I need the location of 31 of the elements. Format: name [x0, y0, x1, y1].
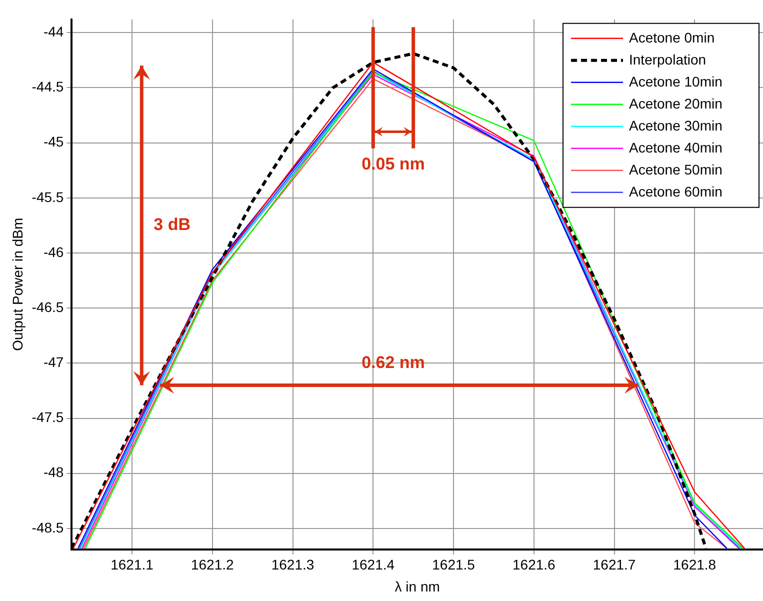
x-axis-title: λ in nm: [394, 578, 440, 594]
legend-label: Acetone 30min: [629, 117, 722, 134]
legend-label: Interpolation: [629, 51, 706, 68]
legend-label: Acetone 40min: [629, 139, 722, 156]
legend-label: Acetone 50min: [629, 161, 722, 178]
y-tick-label: -47: [43, 354, 64, 370]
x-tick-label: 1621.5: [432, 556, 476, 573]
y-tick-label: -48.5: [32, 519, 64, 536]
y-tick-label: -47.5: [32, 409, 64, 426]
y-tick-label: -44: [43, 23, 64, 40]
x-tick-label: 1621.3: [271, 556, 314, 573]
y-tick-label: -45.5: [32, 188, 64, 205]
x-tick-label: 1621.2: [190, 556, 234, 573]
legend-label: Acetone 10min: [629, 73, 722, 90]
y-tick-label: -48: [43, 464, 64, 480]
y-tick-label: -45: [43, 134, 64, 150]
legend-label: Acetone 60min: [629, 183, 722, 200]
legend-label: Acetone 0min: [629, 29, 715, 46]
x-tick-label: 1621.4: [352, 556, 395, 573]
x-tick-label: 1621.7: [592, 556, 636, 573]
annotation: 3 dB: [154, 215, 190, 234]
legend-label: Acetone 20min: [629, 95, 722, 112]
y-tick-label: -46: [43, 244, 64, 260]
y-tick-label: -46.5: [32, 298, 64, 315]
x-tick-label: 1621.6: [512, 556, 556, 573]
annotation: 0.05 nm: [362, 154, 425, 174]
x-tick-label: 1621.8: [673, 556, 716, 573]
annotation: 0.62 nm: [362, 352, 425, 372]
y-tick-label: -44.5: [32, 78, 64, 95]
y-axis-title: Output Power in dBm: [9, 218, 26, 351]
x-tick-label: 1621.1: [110, 556, 154, 573]
